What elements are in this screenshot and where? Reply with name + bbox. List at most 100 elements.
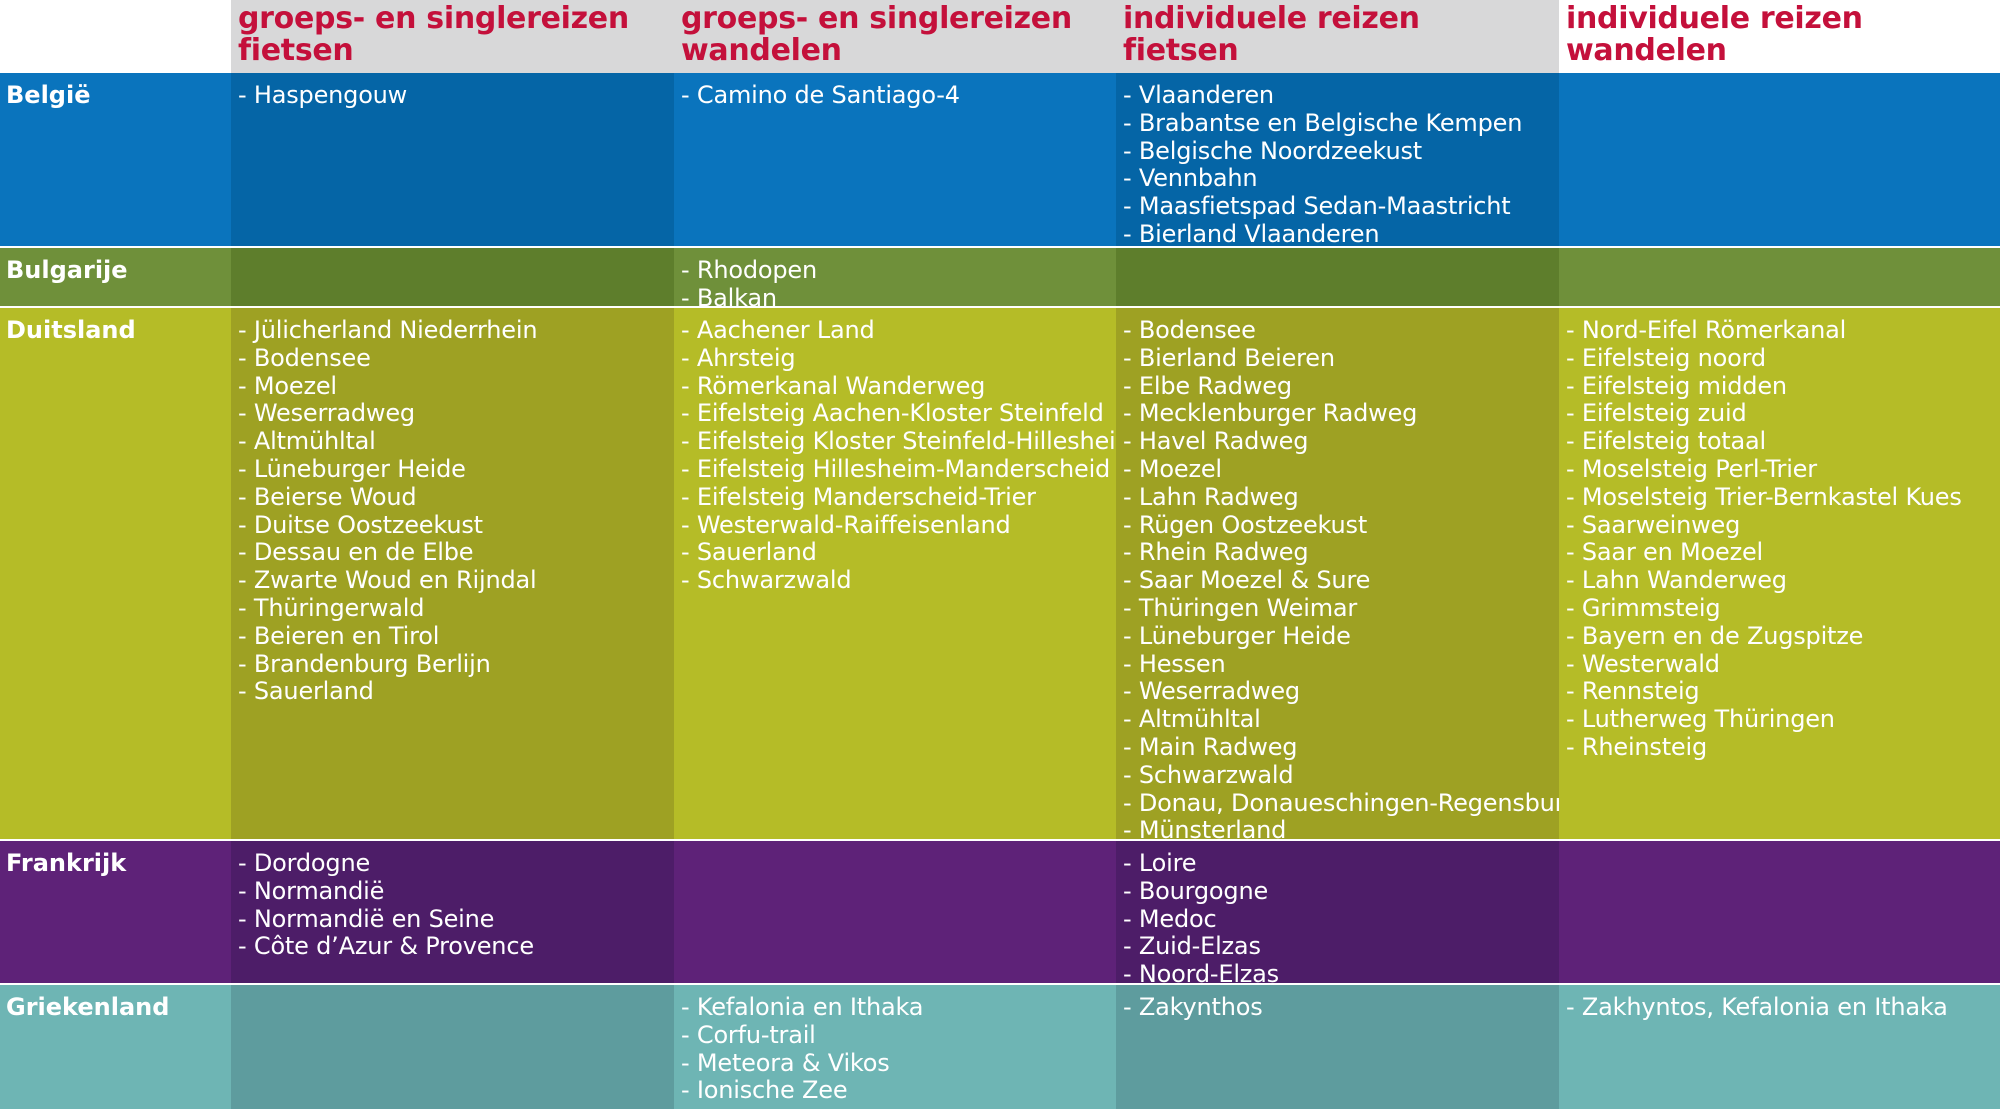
trip-cell: - Dordogne - Normandië - Normandië en Sein… xyxy=(231,839,674,983)
trip-item: - Eifelsteig zuid xyxy=(1566,399,1747,428)
trip-item: - Rhein Radweg xyxy=(1123,538,1309,567)
trip-item: - Lahn Radweg xyxy=(1123,482,1299,511)
trip-item: - Eifelsteig midden xyxy=(1566,371,1787,400)
trip-item: - Normandië en Seine xyxy=(238,904,495,933)
trip-cell: - Rhodopen - Balkan xyxy=(674,246,1116,306)
trip-item: - Sauerland xyxy=(238,677,374,706)
trip-item: - Bierland Beieren xyxy=(1123,343,1335,372)
trip-item: - Lüneburger Heide xyxy=(1123,621,1351,650)
trip-item: - Rügen Oostzeekust xyxy=(1123,510,1368,539)
trip-cell: - Nord-Eifel Römerkanal - Eifelsteig noor… xyxy=(1559,306,2000,839)
trip-item: - Bourgogne xyxy=(1123,876,1269,905)
header-corner xyxy=(0,0,231,73)
trip-cell: - Haspengouw xyxy=(231,73,674,246)
trip-item: - Moselsteig Perl-Trier xyxy=(1566,454,1817,483)
trip-item: - Bodensee xyxy=(1123,316,1256,344)
trip-item: - Zakynthos xyxy=(1123,993,1263,1021)
trip-item: - Zakhyntos, Kefalonia en Ithaka xyxy=(1566,993,1948,1021)
trip-item: - Lutherweg Thüringen xyxy=(1566,705,1835,734)
trip-item: - Haspengouw xyxy=(238,81,408,109)
column-header-line1: individuele reizen xyxy=(1123,1,1420,36)
trip-item: - Jülicherland Niederrhein xyxy=(238,316,538,344)
trip-item: - Eifelsteig Kloster Steinfeld-Hilleshei… xyxy=(681,427,1116,456)
trip-cell xyxy=(1559,73,2000,246)
trip-item: - Altmühltal xyxy=(1123,705,1261,734)
trip-item: - Normandië xyxy=(238,876,385,905)
trip-item: - Altmühltal xyxy=(238,427,376,456)
trip-item: - Donau, Donaueschingen-Regensburg xyxy=(1123,788,1559,817)
trip-item: - Main Radweg xyxy=(1123,732,1298,761)
trip-item: - Schwarzwald xyxy=(681,566,852,595)
trip-item: - Elbe Radweg xyxy=(1123,371,1292,400)
trip-item: - Lahn Wanderweg xyxy=(1566,566,1787,595)
country-label: Griekenland xyxy=(0,983,231,1109)
column-header: groeps- en singlereizen fietsen xyxy=(231,0,674,73)
trip-item: - Zuid-Elzas xyxy=(1123,932,1261,961)
trip-item: - Vlaanderen xyxy=(1123,81,1274,109)
trip-cell: - Jülicherland Niederrhein - Bodensee - Mo… xyxy=(231,306,674,839)
trip-item: - Meteora & Vikos xyxy=(681,1048,890,1077)
trip-item: - Moselsteig Trier-Bernkastel Kues xyxy=(1566,482,1962,511)
trip-item: - Eifelsteig noord xyxy=(1566,343,1766,372)
trip-item: - Moezel xyxy=(1123,454,1222,483)
trip-item: - Côte d’Azur & Provence xyxy=(238,932,534,961)
trip-cell: - Zakynthos xyxy=(1116,983,1559,1109)
trip-item: - Eifelsteig Hillesheim-Manderscheid xyxy=(681,454,1111,483)
trip-cell: - Zakhyntos, Kefalonia en Ithaka xyxy=(1559,983,2000,1109)
trip-item: - Westerwald-Raiffeisenland xyxy=(681,510,1011,539)
trip-item: - Loire xyxy=(1123,849,1197,877)
trip-item: - Münsterland xyxy=(1123,816,1287,839)
column-header: groeps- en singlereizen wandelen xyxy=(674,0,1116,73)
column-header-line1: groeps- en singlereizen xyxy=(681,1,1072,36)
trip-cell xyxy=(1559,246,2000,306)
trip-item: - Saarweinweg xyxy=(1566,510,1741,539)
trip-item: - Grimmsteig xyxy=(1566,593,1721,622)
trip-item: - Rennsteig xyxy=(1566,677,1700,706)
trip-cell xyxy=(1116,246,1559,306)
trip-item: - Saar en Moezel xyxy=(1566,538,1764,567)
trip-item: - Beierse Woud xyxy=(238,482,417,511)
trip-item: - Brabantse en Belgische Kempen xyxy=(1123,108,1523,137)
trip-item: - Corfu-trail xyxy=(681,1020,816,1049)
trip-item: - Aachener Land xyxy=(681,316,875,344)
country-label: Duitsland xyxy=(0,306,231,839)
trip-item: - Thüringerwald xyxy=(238,593,425,622)
trip-item: - Havel Radweg xyxy=(1123,427,1309,456)
trip-cell: - Aachener Land - Ahrsteig - Römerkanal Wa… xyxy=(674,306,1116,839)
trip-cell: - Bodensee - Bierland Beieren - Elbe Radwe… xyxy=(1116,306,1559,839)
column-header: individuele reizen wandelen xyxy=(1559,0,2000,73)
trip-item: - Bierland Vlaanderen xyxy=(1123,219,1380,246)
trip-cell: - Loire - Bourgogne - Medoc - Zuid-Elzas - N… xyxy=(1116,839,1559,983)
trip-cell xyxy=(231,983,674,1109)
trip-item: - Nord-Eifel Römerkanal xyxy=(1566,316,1847,344)
trip-item: - Lüneburger Heide xyxy=(238,454,466,483)
trip-item: - Medoc xyxy=(1123,904,1217,933)
trip-cell: - Kefalonia en Ithaka - Corfu-trail - Mete… xyxy=(674,983,1116,1109)
country-label: Bulgarije xyxy=(0,246,231,306)
trip-cell: - Camino de Santiago-4 xyxy=(674,73,1116,246)
trip-item: - Brandenburg Berlijn xyxy=(238,649,491,678)
trip-item: - Mecklenburger Radweg xyxy=(1123,399,1418,428)
trip-item: - Hessen xyxy=(1123,649,1226,678)
trip-item: - Weserradweg xyxy=(1123,677,1300,706)
trip-item: - Rheinsteig xyxy=(1566,732,1708,761)
trip-item: - Eifelsteig Manderscheid-Trier xyxy=(681,482,1036,511)
trip-item: - Westerwald xyxy=(1566,649,1720,678)
country-label: Frankrijk xyxy=(0,839,231,983)
trip-item: - Balkan xyxy=(681,283,777,306)
trip-item: - Bayern en de Zugspitze xyxy=(1566,621,1864,650)
trip-item: - Rhodopen xyxy=(681,256,817,284)
trip-cell xyxy=(1559,839,2000,983)
trip-cell: - Vlaanderen - Brabantse en Belgische Kem… xyxy=(1116,73,1559,246)
trip-item: - Sauerland xyxy=(681,538,817,567)
trip-item: - Camino de Santiago-4 xyxy=(681,81,960,109)
trip-item: - Römerkanal Wanderweg xyxy=(681,371,986,400)
trip-item: - Ahrsteig xyxy=(681,343,796,372)
trip-item: - Zwarte Woud en Rijndal xyxy=(238,566,537,595)
trip-item: - Eifelsteig totaal xyxy=(1566,427,1767,456)
column-header-line1: groeps- en singlereizen xyxy=(238,1,629,36)
column-header-line1: individuele reizen xyxy=(1566,1,1863,36)
trip-item: - Kefalonia en Ithaka xyxy=(681,993,924,1021)
trip-item: - Weserradweg xyxy=(238,399,415,428)
